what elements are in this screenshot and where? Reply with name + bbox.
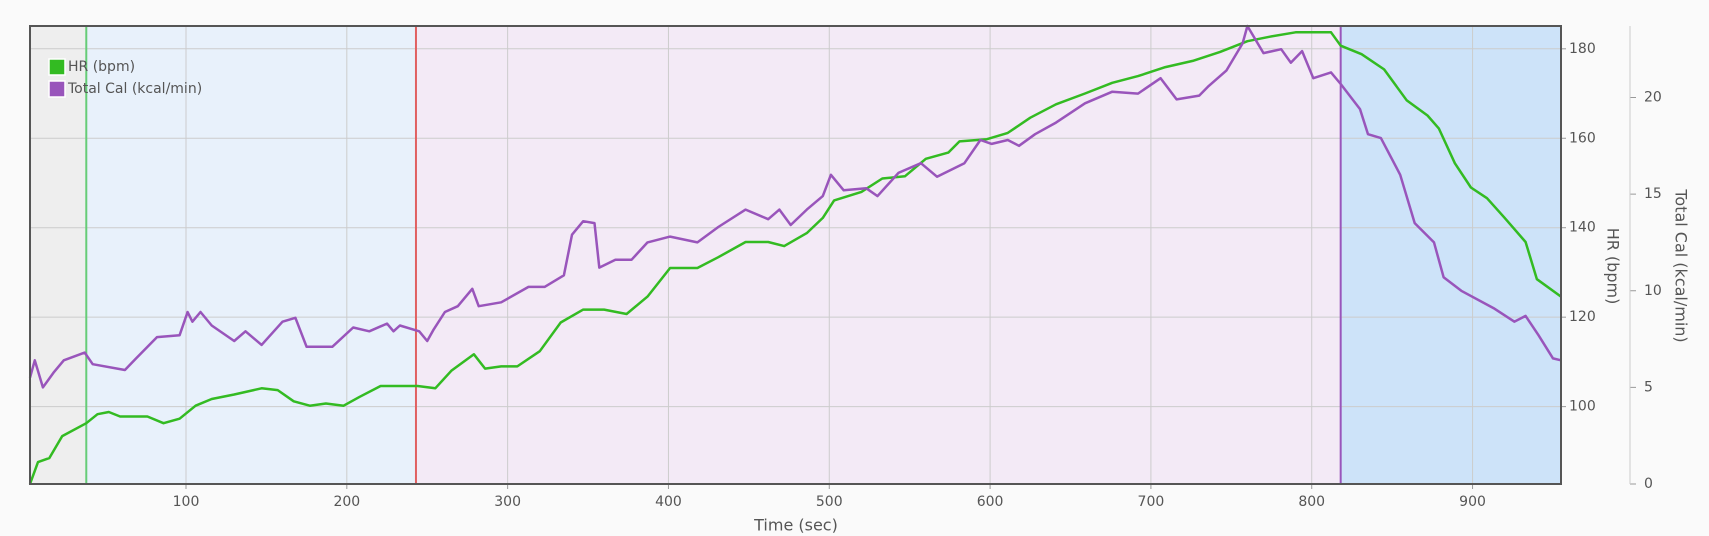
y-tick-label: 160 [1569, 130, 1596, 146]
y2-tick-label: 10 [1644, 283, 1662, 299]
zone [30, 26, 87, 484]
x-tick-label: 200 [333, 494, 360, 510]
y-tick-label: 140 [1569, 220, 1596, 236]
series-line [28, 31, 1562, 485]
legend-swatch [48, 58, 66, 76]
y-tick-label: 120 [1569, 309, 1596, 325]
x-tick-label: 900 [1459, 494, 1486, 510]
zone [415, 26, 1341, 484]
axes: 100 200 300 400 500 600 700 800 9001001201401601… [29, 25, 1662, 510]
zone [86, 26, 416, 484]
zones [30, 26, 1561, 484]
series-line [28, 24, 1562, 389]
legend-swatch [48, 80, 66, 98]
y2-tick-label: 20 [1644, 90, 1662, 106]
y-tick-label: 180 [1569, 41, 1596, 57]
y-axis-title: HR (bpm) [1604, 228, 1623, 305]
y2-tick-label: 15 [1644, 186, 1662, 202]
grid [30, 26, 1561, 484]
x-tick-label: 700 [1138, 494, 1165, 510]
legend-label: Total Cal (kcal/min) [67, 81, 202, 97]
plot-frame [29, 25, 1562, 485]
x-tick-label: 800 [1298, 494, 1325, 510]
y2-tick-label: 5 [1644, 379, 1653, 395]
x-tick-label: 300 [494, 494, 521, 510]
x-tick-label: 500 [816, 494, 843, 510]
x-tick-label: 600 [977, 494, 1004, 510]
legend-label: HR (bpm) [68, 59, 135, 75]
y2-axis-title: Total Cal (kcal/min) [1672, 188, 1691, 342]
y2-tick-label: 0 [1644, 476, 1653, 492]
zone [1340, 26, 1561, 484]
x-axis-title: Time (sec) [753, 516, 838, 535]
x-tick-label: 100 [173, 494, 200, 510]
x-tick-label: 400 [655, 494, 682, 510]
y-tick-label: 100 [1569, 399, 1596, 415]
